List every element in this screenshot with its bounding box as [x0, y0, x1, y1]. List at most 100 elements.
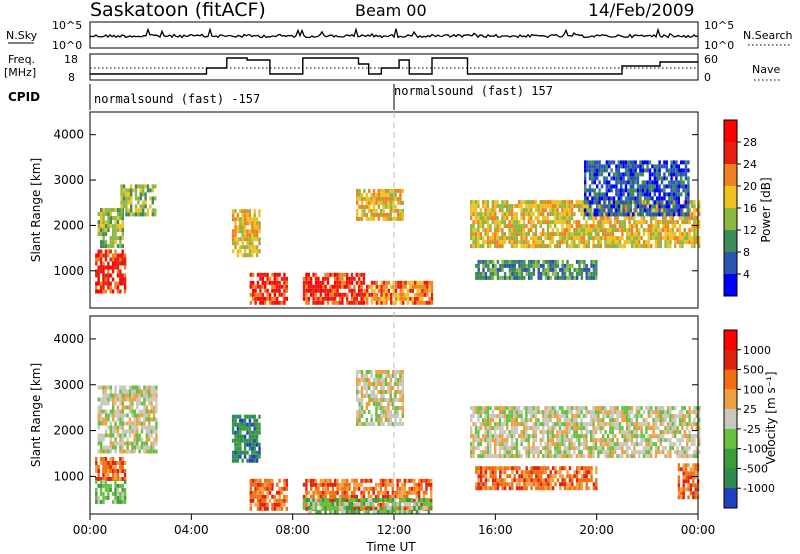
power-cell: [687, 212, 690, 217]
velocity-cell: [387, 422, 390, 426]
velocity-cell: [360, 406, 364, 410]
velocity-cell: [370, 498, 373, 502]
power-cell: [470, 212, 473, 217]
power-cell: [496, 275, 500, 280]
power-cell: [683, 216, 686, 221]
velocity-cell: [549, 450, 552, 455]
velocity-cell: [664, 418, 667, 423]
velocity-cell: [662, 450, 665, 455]
velocity-cell: [657, 450, 660, 455]
velocity-cell: [510, 430, 514, 435]
power-cell: [501, 263, 504, 268]
power-cell: [470, 236, 473, 241]
velocity-cell: [302, 482, 306, 487]
power-ytick-label: 1000: [53, 264, 84, 278]
power-cell: [283, 280, 286, 285]
velocity-cell: [425, 490, 428, 495]
power-cell: [402, 288, 405, 293]
velocity-cell: [109, 385, 112, 390]
power-cell: [660, 188, 664, 193]
velocity-cell: [234, 446, 237, 451]
velocity-cell: [418, 502, 421, 506]
power-cell: [678, 224, 682, 229]
power-cell: [573, 232, 576, 237]
power-cell: [513, 263, 516, 268]
velocity-cell: [580, 426, 583, 431]
power-cell: [688, 236, 691, 241]
power-cell: [620, 164, 623, 169]
velocity-cell: [522, 422, 526, 427]
power-cell: [399, 288, 402, 293]
velocity-cell: [556, 414, 559, 419]
velocity-cell: [389, 390, 392, 394]
velocity-cell: [489, 470, 492, 475]
velocity-cell: [239, 414, 242, 419]
velocity-cell: [95, 491, 98, 496]
power-cell: [621, 232, 624, 237]
velocity-cell: [119, 433, 122, 438]
velocity-cell: [537, 454, 540, 459]
velocity-cell: [387, 414, 390, 418]
power-cell: [236, 241, 240, 246]
power-cell: [243, 229, 247, 234]
power-cell: [636, 200, 640, 205]
power-cell: [418, 288, 422, 293]
power-cell: [644, 168, 647, 173]
velocity-cell: [582, 434, 586, 439]
power-cell: [639, 172, 642, 177]
velocity-cell: [121, 397, 124, 402]
power-cell: [355, 296, 358, 301]
velocity-cell: [501, 482, 504, 487]
velocity-cell: [635, 422, 638, 427]
velocity-cell: [380, 414, 383, 418]
velocity-cell: [322, 498, 325, 502]
power-cell: [633, 240, 636, 245]
power-cell: [144, 184, 147, 189]
velocity-cell: [386, 490, 390, 495]
velocity-cell: [585, 430, 588, 435]
velocity-cell: [305, 478, 308, 483]
velocity-cell: [399, 378, 402, 382]
power-cell: [539, 232, 542, 237]
velocity-cell: [391, 494, 394, 499]
power-cell: [532, 267, 536, 272]
power-cell: [382, 212, 385, 217]
power-cell: [598, 160, 601, 165]
power-cell: [334, 276, 337, 281]
power-cell: [556, 204, 559, 209]
velocity-cell: [155, 437, 158, 442]
power-cell: [368, 204, 371, 209]
velocity-cell: [389, 382, 392, 386]
power-cell: [373, 292, 376, 297]
velocity-cell: [324, 498, 327, 502]
power-cell: [662, 224, 665, 229]
velocity-cell: [486, 438, 490, 443]
power-cell: [142, 192, 145, 197]
velocity-cell: [518, 454, 521, 459]
power-cell: [112, 216, 115, 221]
velocity-cell: [107, 449, 110, 454]
velocity-cell: [353, 490, 356, 495]
velocity-cell: [307, 506, 310, 510]
velocity-cell: [394, 390, 397, 394]
velocity-cell: [695, 422, 698, 427]
power-cell: [368, 188, 371, 193]
power-cell: [672, 208, 676, 213]
power-cell: [109, 224, 112, 229]
velocity-cell: [123, 477, 127, 481]
velocity-cell: [143, 425, 146, 430]
power-cell: [251, 229, 254, 234]
velocity-cell: [278, 478, 281, 483]
velocity-cell: [389, 394, 392, 398]
velocity-cell: [568, 418, 571, 423]
velocity-cell: [511, 482, 514, 487]
velocity-cell: [566, 454, 569, 459]
velocity-cell: [126, 429, 129, 434]
velocity-cell: [145, 393, 148, 398]
velocity-cell: [645, 438, 648, 443]
power-cell: [656, 168, 659, 173]
power-cell: [532, 244, 535, 249]
power-cell: [392, 192, 395, 197]
velocity-cell: [377, 506, 380, 510]
velocity-cell: [302, 494, 306, 499]
